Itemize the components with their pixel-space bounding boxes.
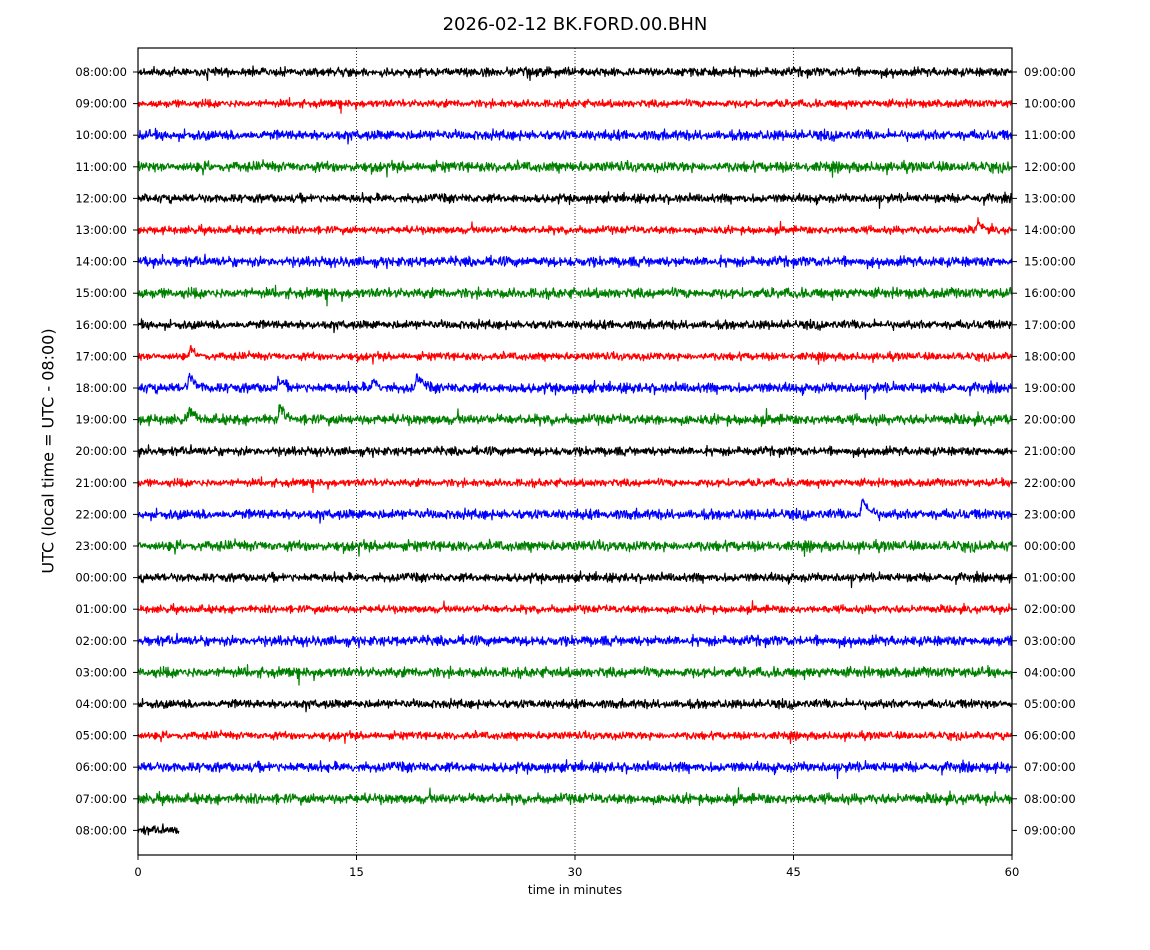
right-tick-label: 19:00:00 (1024, 381, 1076, 395)
right-tick-label: 06:00:00 (1024, 729, 1076, 743)
left-tick-label: 13:00:00 (75, 223, 127, 237)
x-tick-label: 30 (568, 865, 583, 879)
trace-02-00-00-18 (137, 632, 1013, 649)
trace-18-00-00-10 (137, 372, 1013, 400)
left-tick-label: 14:00:00 (75, 255, 127, 269)
left-tick-label: 02:00:00 (75, 634, 127, 648)
axis-ticks: 08:00:00 09:00:00 09:00:00 10:00:00 10:00:00… (75, 65, 1075, 879)
left-tick-label: 11:00:00 (75, 160, 127, 174)
left-tick-label: 21:00:00 (75, 476, 127, 490)
trace-04-00-00-20 (137, 697, 1013, 713)
trace-16-00-00-8 (137, 318, 1013, 334)
chart-title: 2026-02-12 BK.FORD.00.BHN (442, 14, 708, 35)
trace-08-00-00-24 (137, 823, 180, 836)
left-tick-label: 23:00:00 (75, 539, 127, 553)
left-tick-label: 01:00:00 (75, 602, 127, 616)
left-tick-label: 22:00:00 (75, 507, 127, 521)
right-tick-label: 00:00:00 (1024, 539, 1076, 553)
trace-20-00-00-12 (137, 444, 1013, 459)
left-tick-label: 19:00:00 (75, 413, 127, 427)
trace-12-00-00-4 (137, 191, 1013, 209)
left-tick-label: 10:00:00 (75, 128, 127, 142)
trace-17-00-00-9 (137, 345, 1013, 365)
trace-07-00-00-23 (137, 787, 1013, 807)
seismic-traces (137, 65, 1013, 836)
left-tick-label: 07:00:00 (75, 792, 127, 806)
right-tick-label: 09:00:00 (1024, 65, 1076, 79)
right-tick-label: 17:00:00 (1024, 318, 1076, 332)
left-tick-label: 06:00:00 (75, 760, 127, 774)
right-tick-label: 15:00:00 (1024, 255, 1076, 269)
trace-05-00-00-21 (137, 729, 1013, 745)
trace-14-00-00-6 (137, 253, 1013, 270)
x-tick-label: 15 (349, 865, 364, 879)
right-tick-label: 01:00:00 (1024, 571, 1076, 585)
right-tick-label: 21:00:00 (1024, 444, 1076, 458)
left-tick-label: 00:00:00 (75, 571, 127, 585)
right-tick-label: 10:00:00 (1024, 97, 1076, 111)
right-tick-label: 05:00:00 (1024, 697, 1076, 711)
right-tick-label: 11:00:00 (1024, 128, 1076, 142)
left-tick-label: 12:00:00 (75, 191, 127, 205)
trace-10-00-00-2 (137, 127, 1013, 145)
left-tick-label: 08:00:00 (75, 65, 127, 79)
right-tick-label: 23:00:00 (1024, 507, 1076, 521)
trace-01-00-00-17 (137, 600, 1013, 616)
left-tick-label: 20:00:00 (75, 444, 127, 458)
x-tick-label: 45 (786, 865, 801, 879)
trace-06-00-00-22 (137, 759, 1013, 780)
x-tick-label: 60 (1005, 865, 1020, 879)
x-tick-label: 0 (134, 865, 141, 879)
left-tick-label: 09:00:00 (75, 97, 127, 111)
left-tick-label: 03:00:00 (75, 665, 127, 679)
right-tick-label: 20:00:00 (1024, 413, 1076, 427)
left-tick-label: 08:00:00 (75, 823, 127, 837)
trace-13-00-00-5 (137, 217, 1013, 236)
trace-11-00-00-3 (137, 159, 1013, 178)
trace-21-00-00-13 (137, 476, 1013, 494)
right-tick-label: 02:00:00 (1024, 602, 1076, 616)
trace-00-00-00-16 (137, 570, 1013, 589)
right-tick-label: 08:00:00 (1024, 792, 1076, 806)
right-tick-label: 13:00:00 (1024, 191, 1076, 205)
trace-19-00-00-11 (137, 404, 1013, 427)
trace-03-00-00-19 (137, 663, 1013, 686)
right-tick-label: 14:00:00 (1024, 223, 1076, 237)
left-tick-label: 18:00:00 (75, 381, 127, 395)
left-tick-label: 16:00:00 (75, 318, 127, 332)
left-tick-label: 17:00:00 (75, 349, 127, 363)
right-tick-label: 04:00:00 (1024, 665, 1076, 679)
right-tick-label: 03:00:00 (1024, 634, 1076, 648)
right-tick-label: 22:00:00 (1024, 476, 1076, 490)
x-axis-label: time in minutes (527, 883, 623, 897)
right-tick-label: 18:00:00 (1024, 349, 1076, 363)
left-tick-label: 05:00:00 (75, 729, 127, 743)
trace-15-00-00-7 (137, 284, 1013, 307)
left-tick-label: 04:00:00 (75, 697, 127, 711)
trace-09-00-00-1 (137, 96, 1013, 114)
right-tick-label: 16:00:00 (1024, 286, 1076, 300)
right-tick-label: 12:00:00 (1024, 160, 1076, 174)
grid-lines (356, 48, 794, 855)
trace-08-00-00-0 (137, 65, 1013, 82)
right-tick-label: 07:00:00 (1024, 760, 1076, 774)
trace-22-00-00-14 (137, 498, 1013, 524)
left-tick-label: 15:00:00 (75, 286, 127, 300)
right-tick-label: 09:00:00 (1024, 823, 1076, 837)
trace-23-00-00-15 (137, 538, 1013, 558)
